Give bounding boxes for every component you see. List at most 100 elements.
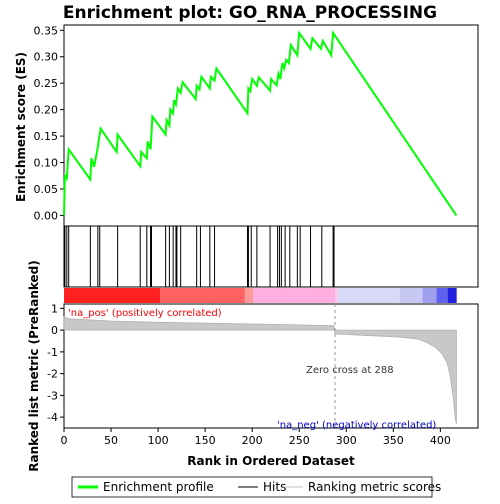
ranking-colorbar-segment <box>210 288 214 303</box>
x-tick-label: 0 <box>61 434 68 447</box>
ranking-colorbar-segment <box>445 288 449 303</box>
ranking-colorbar-segment <box>289 288 293 303</box>
ranking-colorbar-segment <box>267 288 271 303</box>
ranking-colorbar-segment <box>312 288 316 303</box>
ranking-colorbar-segment <box>219 288 223 303</box>
ranking-colorbar-segment <box>453 288 457 303</box>
ranking-colorbar-segment <box>346 288 350 303</box>
pos-correlated-label: 'na_pos' (positively correlated) <box>68 308 222 319</box>
ranking-colorbar-segment <box>278 288 282 303</box>
ranking-colorbar-segment <box>72 288 76 303</box>
ranking-colorbar-segment <box>371 288 375 303</box>
x-axis-label: Rank in Ordered Dataset <box>187 454 355 468</box>
ranking-colorbar-segment <box>148 288 152 303</box>
ranking-colorbar-segment <box>295 288 299 303</box>
ranking-colorbar-segment <box>394 288 398 303</box>
ranking-colorbar-segment <box>89 288 93 303</box>
ranking-colorbar-segment <box>171 288 175 303</box>
es-y-tick-label: 0.15 <box>34 130 59 143</box>
ranking-colorbar-segment <box>80 288 85 303</box>
ranking-colorbar-segment <box>439 288 443 303</box>
ranking-colorbar-segment <box>258 288 262 303</box>
ranking-colorbar-segment <box>134 288 138 303</box>
ranking-colorbar-segment <box>114 288 118 303</box>
ranking-colorbar-segment <box>75 288 79 303</box>
x-tick-label: 350 <box>383 434 404 447</box>
ranking-colorbar-segment <box>318 288 322 303</box>
ranking-colorbar-segment <box>244 288 248 303</box>
legend-hits-label: Hits <box>263 480 286 494</box>
ranking-colorbar-segment <box>284 288 288 303</box>
es-y-axis-label: Enrichment score (ES) <box>14 52 28 202</box>
ranking-colorbar-segment <box>326 288 330 303</box>
ranking-colorbar-segment <box>185 288 189 303</box>
ranking-colorbar-segment <box>419 288 423 303</box>
ranking-colorbar-segment <box>272 288 277 303</box>
ranking-colorbar-segment <box>247 288 251 303</box>
ranking-colorbar-segment <box>165 288 169 303</box>
enrichment-profile-line <box>63 29 458 216</box>
ranking-colorbar-segment <box>354 288 358 303</box>
ranking-colorbar-segment <box>334 288 339 303</box>
legend-metric-label: Ranking metric scores <box>308 480 441 494</box>
metric-y-tick-label: -2 <box>47 368 58 381</box>
ranking-colorbar-segment <box>199 288 203 303</box>
ranking-colorbar-segment <box>182 288 186 303</box>
hits-panel <box>63 225 479 288</box>
ranking-colorbar-segment <box>179 288 183 303</box>
ranking-colorbar-segment <box>447 288 452 303</box>
ranking-colorbar-segment <box>128 288 133 303</box>
ranking-colorbar-segment <box>78 288 82 303</box>
ranking-colorbar-segment <box>388 288 392 303</box>
ranking-colorbar-segment <box>168 288 172 303</box>
ranking-colorbar-segment <box>351 288 356 303</box>
ranking-colorbar-segment <box>363 288 367 303</box>
es-y-tick-label: 0.10 <box>34 157 59 170</box>
ranking-colorbar-segment <box>66 288 70 303</box>
ranking-colorbar-segment <box>131 288 135 303</box>
ranking-colorbar-segment <box>275 288 279 303</box>
ranking-colorbar-segment <box>436 288 440 303</box>
ranking-colorbar-segment <box>377 288 381 303</box>
ranking-colorbar-segment <box>374 288 378 303</box>
ranking-colorbar-segment <box>103 288 107 303</box>
ranking-colorbar-segment <box>154 288 158 303</box>
ranking-colorbar-segment <box>360 288 364 303</box>
ranking-colorbar-segment <box>382 288 387 303</box>
neg-correlated-label: 'na_neg' (negatively correlated) <box>277 420 436 431</box>
metric-y-axis-label: Ranked list metric (PreRanked) <box>27 260 41 472</box>
ranking-colorbar-segment <box>83 288 87 303</box>
ranking-colorbar-segment <box>286 288 291 303</box>
ranking-colorbar-segment <box>92 288 96 303</box>
ranking-colorbar-segment <box>176 288 181 303</box>
ranking-colorbar-segment <box>391 288 395 303</box>
ranking-colorbar-segment <box>270 288 274 303</box>
ranking-colorbar-segment <box>405 288 409 303</box>
es-y-tick-label: 0.25 <box>34 77 59 90</box>
ranking-colorbar-segment <box>337 288 341 303</box>
ranking-colorbar-segment <box>97 288 101 303</box>
ranking-colorbar-segment <box>292 288 296 303</box>
ranking-colorbar-segment <box>428 288 432 303</box>
ranking-colorbar-segment <box>157 288 161 303</box>
ranking-colorbar-segment <box>126 288 130 303</box>
ranking-colorbar-segment <box>332 288 336 303</box>
ranking-colorbar-segment <box>106 288 110 303</box>
metric-y-tick-label: -3 <box>47 389 58 402</box>
x-tick-label: 100 <box>148 434 169 447</box>
ranking-colorbar-segment <box>433 288 437 303</box>
ranking-colorbar-segment <box>227 288 231 303</box>
ranking-colorbar-segment <box>306 288 310 303</box>
ranking-colorbar-segment <box>145 288 149 303</box>
es-y-tick-label: 0.30 <box>34 51 59 64</box>
ranking-colorbar-segment <box>366 288 370 303</box>
ranking-colorbar-segment <box>298 288 302 303</box>
ranking-colorbar-segment <box>416 288 420 303</box>
x-tick-label: 400 <box>430 434 451 447</box>
es-y-tick-label: 0.35 <box>34 24 59 37</box>
ranking-colorbar-segment <box>143 288 147 303</box>
ranking-colorbar-segment <box>137 288 141 303</box>
ranking-colorbar-segment <box>309 288 313 303</box>
ranking-colorbar-segment <box>320 288 324 303</box>
ranking-colorbar-segment <box>399 288 404 303</box>
